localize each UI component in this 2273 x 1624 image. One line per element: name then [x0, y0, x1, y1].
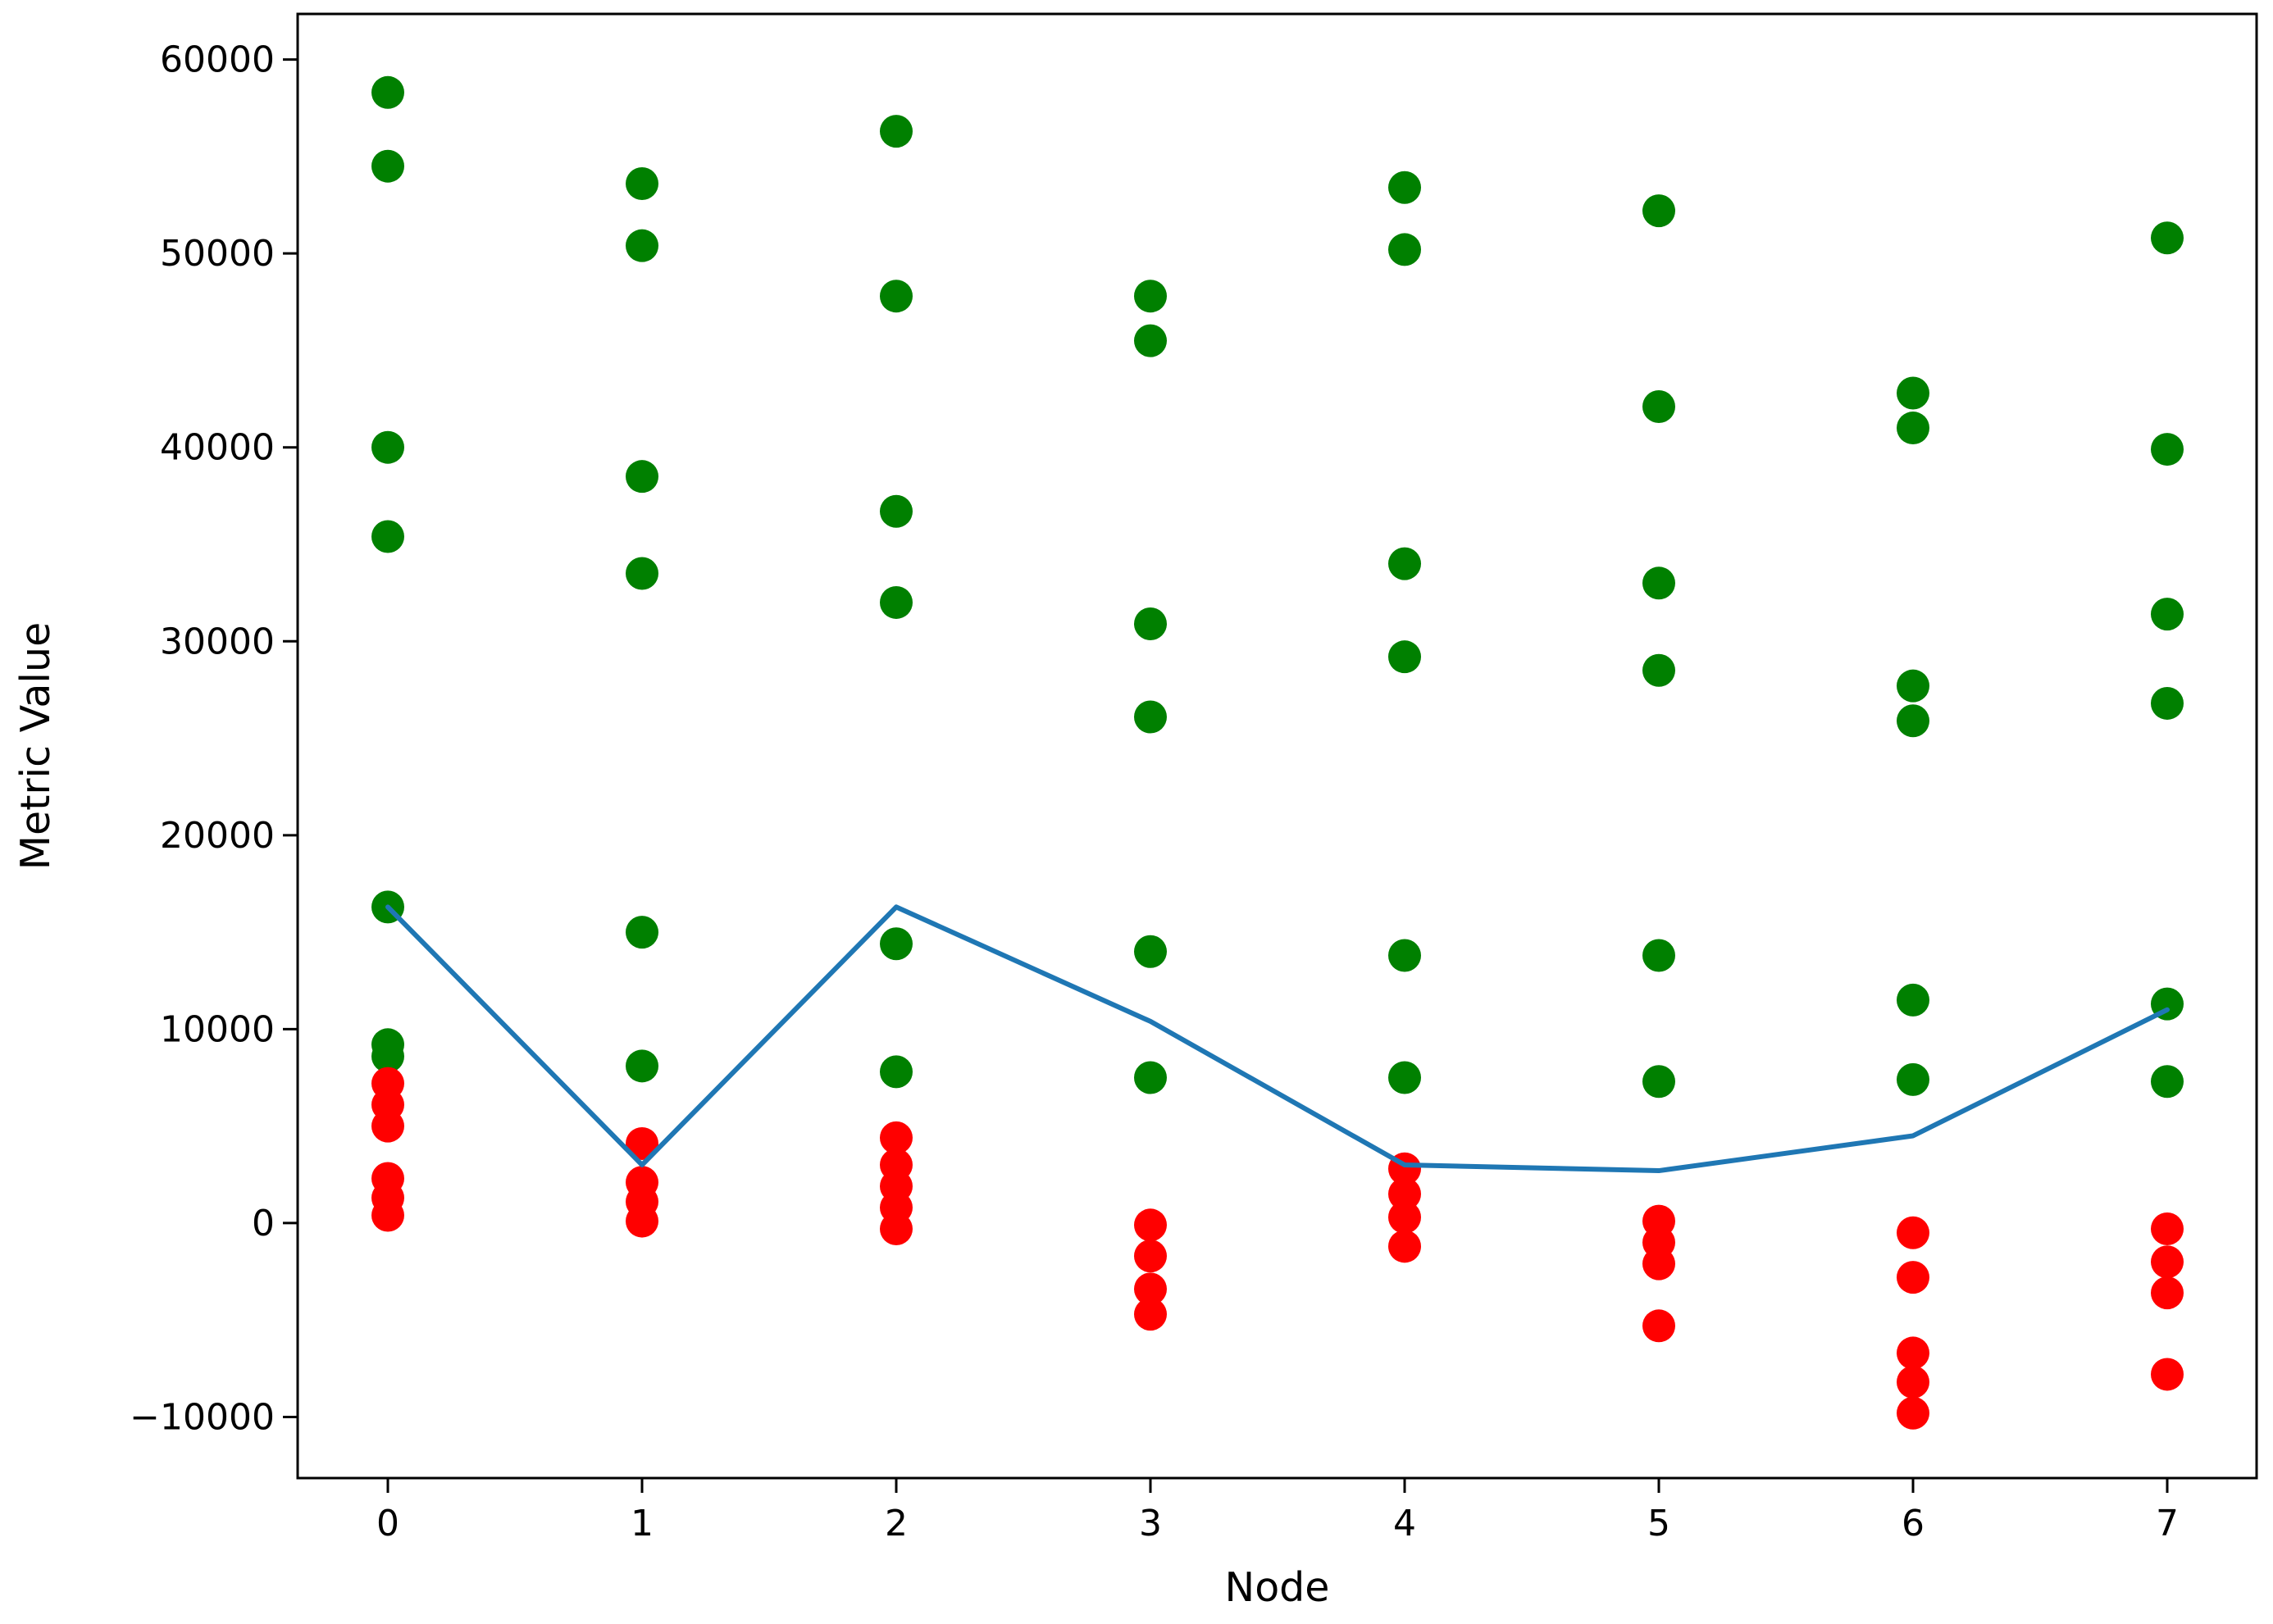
x-tick-label: 2 [885, 1503, 908, 1544]
green-scatter-point [371, 149, 404, 183]
y-tick-label: 20000 [160, 815, 275, 857]
green-scatter-point [371, 430, 404, 464]
plot-frame [296, 12, 2258, 1480]
green-scatter-point [1388, 1061, 1421, 1094]
x-tick-label: 1 [631, 1503, 654, 1544]
green-scatter-point [371, 1039, 404, 1073]
x-axis-label: Node [1225, 1564, 1330, 1611]
red-scatter-point [1897, 1396, 1929, 1430]
green-scatter-point [1388, 547, 1421, 580]
x-tick-label: 3 [1139, 1503, 1162, 1544]
green-scatter-point [626, 166, 658, 200]
green-scatter-point [1897, 669, 1929, 703]
red-scatter-point [371, 1199, 404, 1232]
red-scatter-point [1134, 1298, 1167, 1331]
red-scatter-point [1388, 1230, 1421, 1263]
green-scatter-point [1642, 390, 1675, 424]
green-scatter-point [626, 557, 658, 590]
green-scatter-point [371, 75, 404, 109]
y-tick-label: 30000 [160, 621, 275, 662]
green-scatter-point [2151, 221, 2184, 255]
green-scatter-point [1897, 704, 1929, 738]
green-scatter-point [1134, 324, 1167, 357]
y-tick-label: 50000 [160, 233, 275, 275]
green-scatter-point [626, 1049, 658, 1083]
green-scatter-point [626, 229, 658, 262]
red-scatter-point [626, 1204, 658, 1238]
green-scatter-point [880, 927, 913, 961]
green-scatter-point [1134, 1061, 1167, 1094]
red-scatter-point [1134, 1240, 1167, 1273]
green-scatter-point [1897, 412, 1929, 445]
green-scatter-point [1388, 939, 1421, 972]
green-scatter-point [1134, 935, 1167, 968]
y-tick-label: 60000 [160, 39, 275, 81]
green-scatter-point [1897, 983, 1929, 1017]
red-scatter-point [2151, 1276, 2184, 1310]
green-scatter-point [371, 520, 404, 553]
red-scatter-point [1642, 1309, 1675, 1343]
green-scatter-point [1642, 1065, 1675, 1099]
green-scatter-point [1642, 194, 1675, 228]
green-scatter-point [880, 585, 913, 619]
green-scatter-point [2151, 686, 2184, 720]
y-tick-label: −10000 [130, 1396, 275, 1438]
red-scatter-point [1897, 1261, 1929, 1294]
green-scatter-point [1388, 171, 1421, 204]
green-scatter-point [1642, 653, 1675, 687]
green-scatter-point [880, 115, 913, 148]
green-scatter-point [1134, 607, 1167, 640]
red-scatter-point [1897, 1336, 1929, 1370]
red-scatter-point [1134, 1208, 1167, 1242]
x-tick-label: 5 [1647, 1503, 1670, 1544]
blue-trend-line [385, 904, 2170, 1174]
y-axis-label: Metric Value [12, 622, 59, 870]
green-scatter-point [2151, 1065, 2184, 1099]
red-scatter-point [1642, 1247, 1675, 1281]
green-scatter-point [880, 494, 913, 528]
green-scatter-point [880, 280, 913, 313]
red-scatter-point [1388, 1200, 1421, 1234]
red-scatter-point [371, 1109, 404, 1143]
y-tick-label: 0 [252, 1203, 275, 1244]
green-scatter-point [1642, 939, 1675, 972]
y-tick-label: 40000 [160, 427, 275, 469]
red-scatter-point [2151, 1358, 2184, 1391]
x-tick-label: 0 [376, 1503, 399, 1544]
green-scatter-point [1897, 1062, 1929, 1096]
red-scatter-point [2151, 1245, 2184, 1279]
y-tick-label: 10000 [160, 1008, 275, 1050]
red-scatter-point [1897, 1365, 1929, 1399]
red-scatter-point [880, 1121, 913, 1154]
green-scatter-point [880, 1055, 913, 1089]
red-scatter-point [1388, 1177, 1421, 1211]
red-scatter-point [880, 1212, 913, 1246]
red-scatter-point [2151, 1212, 2184, 1246]
green-scatter-point [2151, 433, 2184, 466]
green-scatter-point [1642, 566, 1675, 600]
green-scatter-point [1388, 640, 1421, 674]
green-scatter-point [1388, 233, 1421, 266]
red-scatter-point [1134, 1272, 1167, 1306]
red-scatter-point [626, 1126, 658, 1160]
green-scatter-point [1134, 700, 1167, 734]
green-scatter-point [1897, 376, 1929, 410]
green-scatter-point [626, 460, 658, 494]
x-tick-label: 7 [2156, 1503, 2179, 1544]
green-scatter-point [1134, 280, 1167, 313]
x-tick-label: 6 [1902, 1503, 1925, 1544]
green-scatter-point [2151, 598, 2184, 631]
x-tick-label: 4 [1393, 1503, 1416, 1544]
red-scatter-point [1897, 1216, 1929, 1249]
green-scatter-point [626, 916, 658, 949]
